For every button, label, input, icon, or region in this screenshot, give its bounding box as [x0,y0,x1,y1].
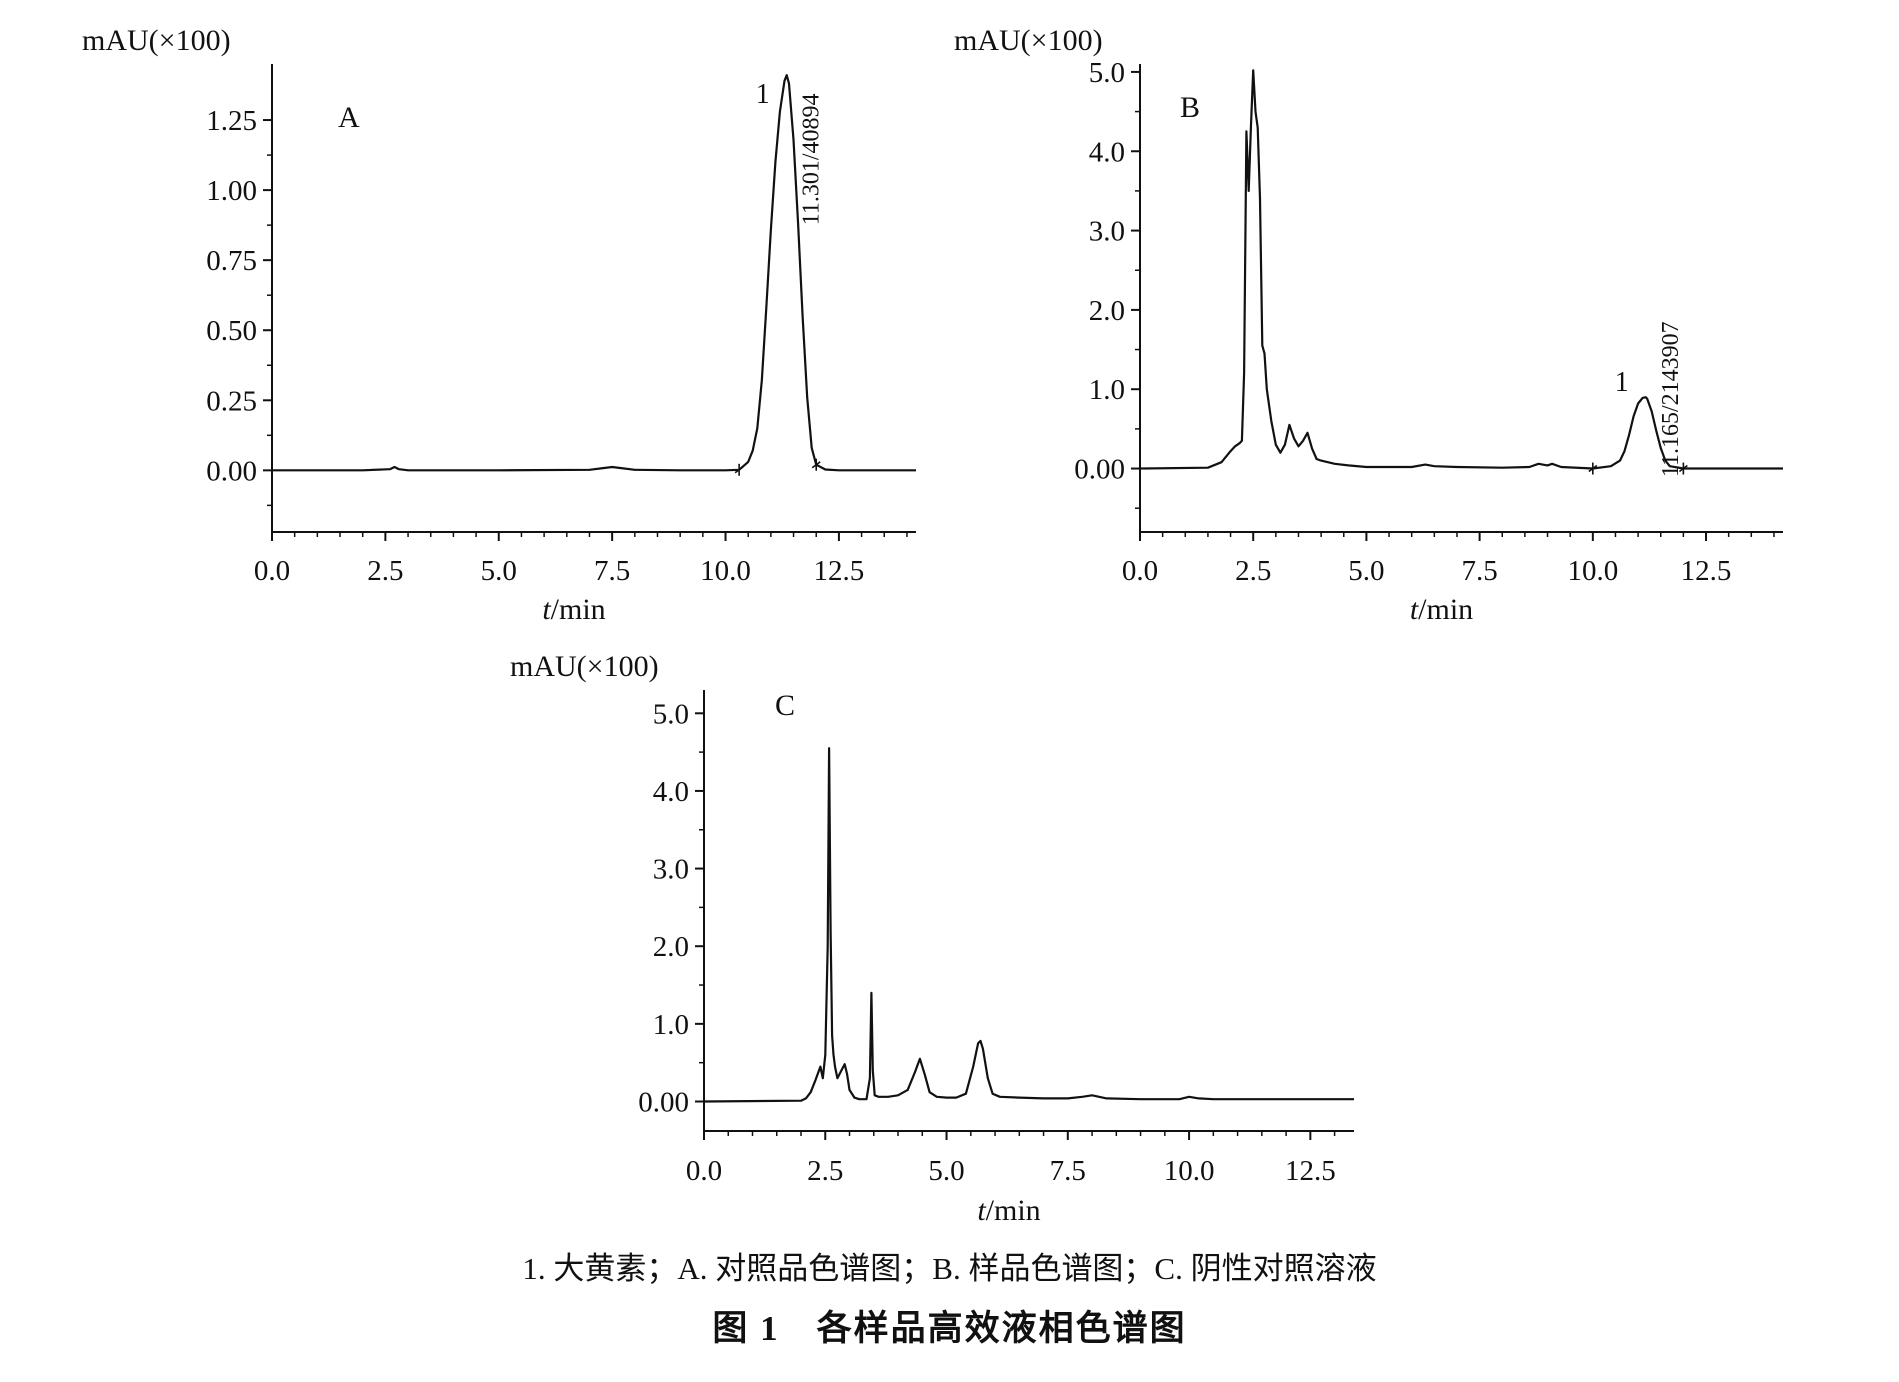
integration-marker [1588,464,1598,473]
y-tick-label: 2.0 [1089,295,1125,327]
figure-caption-title: 图 1 各样品高效液相色谱图 [712,1309,1187,1348]
y-tick-label: 5.0 [1089,57,1125,89]
x-tick-label: 2.5 [367,555,403,587]
chart-panel-b: 0.00 1.0 2.0 3.0 4.0 5.0 0.0 2.5 5.0 7.5 10.0 12.5 m… [954,24,1783,626]
x-tick-label: 12.5 [1285,1155,1336,1187]
chromatogram-trace [1139,69,1783,470]
x-tick-label: 7.5 [1461,555,1497,587]
x-tick-label: 5.0 [1348,555,1384,587]
y-axis-title: mAU(×100) [82,24,231,57]
chromatogram-trace [272,74,916,472]
peak-retention-area-label: 11.165/2143907 [1658,321,1684,477]
integration-marker [811,461,821,469]
y-tick-label: 0.25 [206,385,257,417]
integration-marker [734,466,744,474]
figure-legend-note: 1. 大黄素；A. 对照品色谱图；B. 样品色谱图；C. 阴性对照溶液 [522,1251,1377,1286]
x-tick-label: 12.5 [814,555,865,587]
x-tick-label: 0.0 [1122,555,1158,587]
y-tick-label: 0.50 [206,315,257,347]
y-tick-label: 0.00 [1074,454,1125,486]
y-tick-label: 1.00 [206,175,257,207]
panel-label: A [338,101,360,134]
x-tick-label: 7.5 [1050,1155,1086,1187]
x-axis-title: t/min [1410,593,1473,626]
x-axis-title: t/min [542,593,605,626]
y-tick-label: 0.00 [206,455,257,487]
y-tick-label: 1.25 [206,105,257,137]
x-tick-label: 5.0 [481,555,517,587]
y-tick-label: 2.0 [653,931,689,963]
x-tick-label: 0.0 [686,1155,722,1187]
integration-marker [1678,464,1688,473]
x-tick-label: 0.0 [254,555,290,587]
x-tick-label: 2.5 [807,1155,843,1187]
x-tick-label: 10.0 [1567,555,1618,587]
y-tick-label: 3.0 [1089,216,1125,248]
chromatogram-trace [703,747,1354,1103]
chart-panel-a: 0.00 0.25 0.50 0.75 1.00 1.25 0.0 2.5 5.0 7.5 10.0… [82,24,916,626]
x-axis-title: t/min [977,1194,1040,1227]
peak-number-label: 1 [756,79,770,110]
y-tick-label: 1.0 [1089,374,1125,406]
y-tick-label: 4.0 [653,776,689,808]
peak-retention-area-label: 11.301/40894 [799,93,825,225]
y-axis-title: mAU(×100) [954,24,1103,57]
peak-number-label: 1 [1615,367,1629,398]
y-axis-title: mAU(×100) [510,650,659,683]
x-tick-label: 12.5 [1681,555,1732,587]
y-tick-label: 0.75 [206,245,257,277]
y-tick-label: 1.0 [653,1009,689,1041]
panel-label: B [1180,91,1200,124]
x-tick-label: 10.0 [700,555,751,587]
y-tick-label: 0.00 [638,1086,689,1118]
y-tick-label: 5.0 [653,698,689,730]
y-tick-label: 3.0 [653,854,689,886]
x-tick-label: 5.0 [928,1155,964,1187]
y-tick-label: 4.0 [1089,136,1125,168]
x-tick-label: 2.5 [1235,555,1271,587]
x-tick-label: 7.5 [594,555,630,587]
x-tick-label: 10.0 [1164,1155,1215,1187]
chart-panel-c: 0.00 1.0 2.0 3.0 4.0 5.0 0.0 2.5 5.0 7.5 10.0 12.5 m… [510,650,1354,1227]
panel-label: C [775,689,795,722]
